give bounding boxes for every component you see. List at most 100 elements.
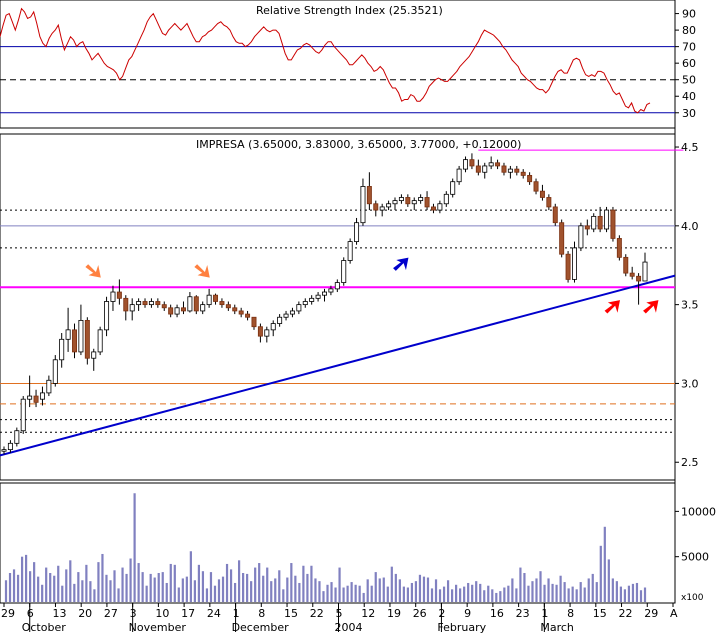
candle-body xyxy=(78,319,84,353)
x-date-label: 12 xyxy=(361,607,375,620)
volume-bar xyxy=(145,585,148,602)
candle-body xyxy=(136,301,142,306)
candle-body xyxy=(302,301,308,306)
volume-bar xyxy=(390,566,393,602)
volume-bar xyxy=(450,589,454,602)
volume-bar xyxy=(563,582,566,602)
candle-body xyxy=(245,313,251,318)
x-date-label: 23 xyxy=(516,607,530,620)
volume-bar xyxy=(467,582,470,602)
volume-bar xyxy=(471,584,474,602)
candle-body xyxy=(206,294,212,306)
candle-body xyxy=(277,316,283,324)
candle-body xyxy=(469,159,475,167)
x-month-label: November xyxy=(129,621,187,633)
candle-body xyxy=(104,301,110,331)
candle-body xyxy=(463,159,469,170)
candle-body xyxy=(597,215,603,230)
volume-bar xyxy=(414,581,418,602)
candle-body xyxy=(354,222,360,242)
candle-body xyxy=(270,323,276,331)
candle-body xyxy=(578,225,584,249)
volume-bar xyxy=(599,545,602,602)
candle-body xyxy=(257,326,263,337)
volume-bar xyxy=(274,578,277,602)
candle-body xyxy=(59,338,65,361)
candle-body xyxy=(14,430,20,444)
candle-body xyxy=(616,238,622,258)
volume-bar xyxy=(24,554,28,602)
volume-bar xyxy=(57,565,60,602)
volume-bar xyxy=(173,564,176,602)
volume-bar xyxy=(233,582,237,602)
price-marker-arrow xyxy=(643,300,659,314)
volume-bar xyxy=(16,574,20,602)
candle-body xyxy=(623,256,629,274)
volume-bar xyxy=(189,551,192,602)
volume-bar xyxy=(117,588,120,602)
volume-bar xyxy=(551,583,554,602)
price-trendline xyxy=(0,274,676,457)
volume-bar xyxy=(531,581,534,602)
x-date-label: 16 xyxy=(490,607,504,620)
x-date-label: A xyxy=(670,607,678,620)
candle-body xyxy=(552,206,558,224)
volume-bar xyxy=(527,585,530,602)
volume-bar xyxy=(643,587,647,602)
volume-bar xyxy=(157,573,160,602)
candle-body xyxy=(514,168,520,173)
volume-bar xyxy=(193,580,196,602)
volume-bar xyxy=(201,571,205,602)
candle-body xyxy=(289,310,295,315)
candle-body xyxy=(174,307,180,315)
candle-body xyxy=(20,398,26,432)
volume-bar xyxy=(547,578,550,602)
volume-bar xyxy=(85,564,88,602)
volume-bar xyxy=(286,577,289,602)
volume-bar xyxy=(181,578,184,602)
volume-bar xyxy=(410,582,414,602)
volume-bar xyxy=(595,582,598,602)
volume-bar xyxy=(29,571,32,602)
volume-bar xyxy=(603,526,606,602)
volume-bar xyxy=(418,574,422,602)
volume-bar xyxy=(33,562,36,602)
volume-x100-label: x100 xyxy=(681,593,704,603)
volume-bar xyxy=(511,578,514,602)
volume-bar xyxy=(258,563,261,602)
volume-bar xyxy=(65,569,68,602)
rsi-tick-label-70: 70 xyxy=(682,41,696,54)
volume-bar xyxy=(61,585,64,602)
volume-bar xyxy=(53,575,56,602)
candle-body xyxy=(283,313,289,318)
candle-body xyxy=(328,288,334,293)
candle-body xyxy=(584,225,590,230)
axis-layer: 2961320273101724181522512192629162318152… xyxy=(1,603,678,634)
volume-bar xyxy=(149,573,152,602)
volume-bar xyxy=(386,586,389,602)
volume-bar xyxy=(495,592,498,602)
candle-body xyxy=(610,209,616,239)
volume-bar xyxy=(161,572,164,602)
volume-bar xyxy=(455,584,458,602)
volume-bar xyxy=(205,588,209,602)
candle-body xyxy=(456,168,462,183)
x-date-label: 8 xyxy=(567,607,574,620)
volume-bar xyxy=(121,567,124,602)
volume-bar xyxy=(97,562,100,602)
candle-body xyxy=(495,162,501,167)
candle-body xyxy=(539,190,545,198)
volume-bar xyxy=(81,580,84,602)
x-month-label: October xyxy=(22,621,66,633)
candle-body xyxy=(91,351,97,359)
candle-body xyxy=(392,200,398,205)
x-date-label: 15 xyxy=(593,607,607,620)
volume-bar xyxy=(587,578,590,602)
x-date-label: 20 xyxy=(78,607,92,620)
candle-body xyxy=(482,165,488,173)
volume-bar xyxy=(507,585,510,602)
price-title: IMPRESA (3.65000, 3.83000, 3.65000, 3.77… xyxy=(196,138,521,151)
volume-bar xyxy=(69,560,72,602)
candle-body xyxy=(33,395,39,403)
volume-bar xyxy=(221,576,225,602)
